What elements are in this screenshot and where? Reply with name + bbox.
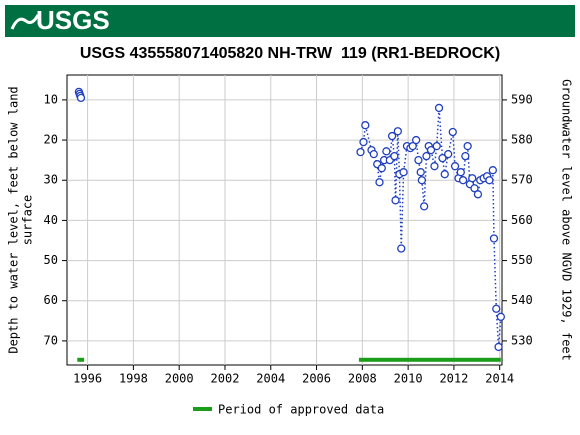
- logo-mark: [10, 14, 40, 30]
- data-point: [432, 141, 441, 151]
- data-point: [361, 121, 370, 130]
- data-point: [369, 149, 378, 159]
- data-point: [426, 145, 436, 155]
- y2-tick-label: 590: [511, 92, 533, 106]
- data-point: [450, 162, 460, 171]
- data-point: [359, 137, 368, 147]
- data-point: [489, 234, 499, 243]
- data-point: [390, 151, 399, 161]
- data-point: [444, 149, 453, 159]
- data-point: [408, 141, 417, 151]
- data-point: [399, 168, 408, 177]
- y-tick-label: 60: [44, 293, 58, 307]
- y2-tick-label: 560: [511, 213, 533, 227]
- y-tick-label: 20: [44, 133, 58, 147]
- x-tick-label: 2000: [165, 372, 194, 386]
- x-tick-label: 2006: [302, 372, 331, 386]
- x-tick-label: 1996: [73, 372, 102, 386]
- data-point: [468, 174, 477, 183]
- data-point: [391, 196, 400, 205]
- approved-period: [77, 357, 85, 362]
- x-tick-label: 2008: [348, 372, 377, 386]
- data-point: [382, 147, 391, 156]
- data-point: [494, 342, 503, 352]
- y-tick-label: 10: [44, 92, 58, 106]
- data-point: [416, 168, 425, 177]
- y-tick-label: 70: [44, 333, 58, 347]
- data-point: [438, 153, 447, 163]
- x-tick-label: 2014: [485, 372, 514, 386]
- data-point: [387, 131, 397, 141]
- data-point: [440, 170, 449, 179]
- data-point: [473, 190, 483, 199]
- data-point: [417, 176, 427, 185]
- x-tick-label: 2012: [439, 372, 468, 386]
- approved-period: [358, 357, 501, 362]
- y-axis-label: surface: [21, 195, 35, 246]
- data-point: [76, 93, 86, 103]
- data-point: [377, 164, 386, 173]
- data-point: [375, 178, 384, 187]
- data-point: [463, 141, 472, 151]
- data-point: [420, 202, 429, 211]
- y2-tick-label: 540: [511, 293, 533, 307]
- y2-axis-label: Groundwater level above NGVD 1929, feet: [560, 79, 574, 361]
- chart-title: USGS 435558071405820 NH-TRW 119 (RR1-BED…: [80, 45, 500, 62]
- data-point: [434, 103, 444, 113]
- x-tick-label: 2010: [394, 372, 423, 386]
- x-tick-label: 2004: [256, 372, 285, 386]
- data-point: [430, 162, 439, 171]
- x-tick-label: 2002: [211, 372, 240, 386]
- data-point: [488, 166, 497, 175]
- data-point: [422, 151, 431, 161]
- data-point: [485, 176, 494, 185]
- x-tick-label: 1998: [119, 372, 148, 386]
- y-tick-label: 30: [44, 173, 58, 187]
- y-tick-label: 40: [44, 213, 58, 227]
- y2-tick-label: 570: [511, 173, 533, 187]
- data-point: [393, 127, 402, 136]
- data-point: [397, 244, 406, 253]
- data-point: [458, 176, 468, 185]
- y-axis-label: Depth to water level, feet below land: [7, 86, 21, 353]
- y2-tick-label: 550: [511, 253, 533, 267]
- logo: USGS: [36, 5, 110, 35]
- data-point: [492, 304, 501, 313]
- data-point: [470, 184, 479, 193]
- data-point: [496, 312, 506, 321]
- y-tick-label: 50: [44, 253, 58, 267]
- data-point: [411, 135, 421, 145]
- header-bar: [5, 5, 575, 37]
- y2-tick-label: 580: [511, 133, 533, 147]
- data-point: [356, 147, 365, 157]
- y2-tick-label: 530: [511, 333, 533, 347]
- legend-label: Period of approved data: [218, 403, 384, 417]
- data-point: [461, 151, 470, 161]
- data-point: [414, 156, 423, 165]
- data-point: [456, 168, 465, 177]
- data-point: [448, 127, 457, 137]
